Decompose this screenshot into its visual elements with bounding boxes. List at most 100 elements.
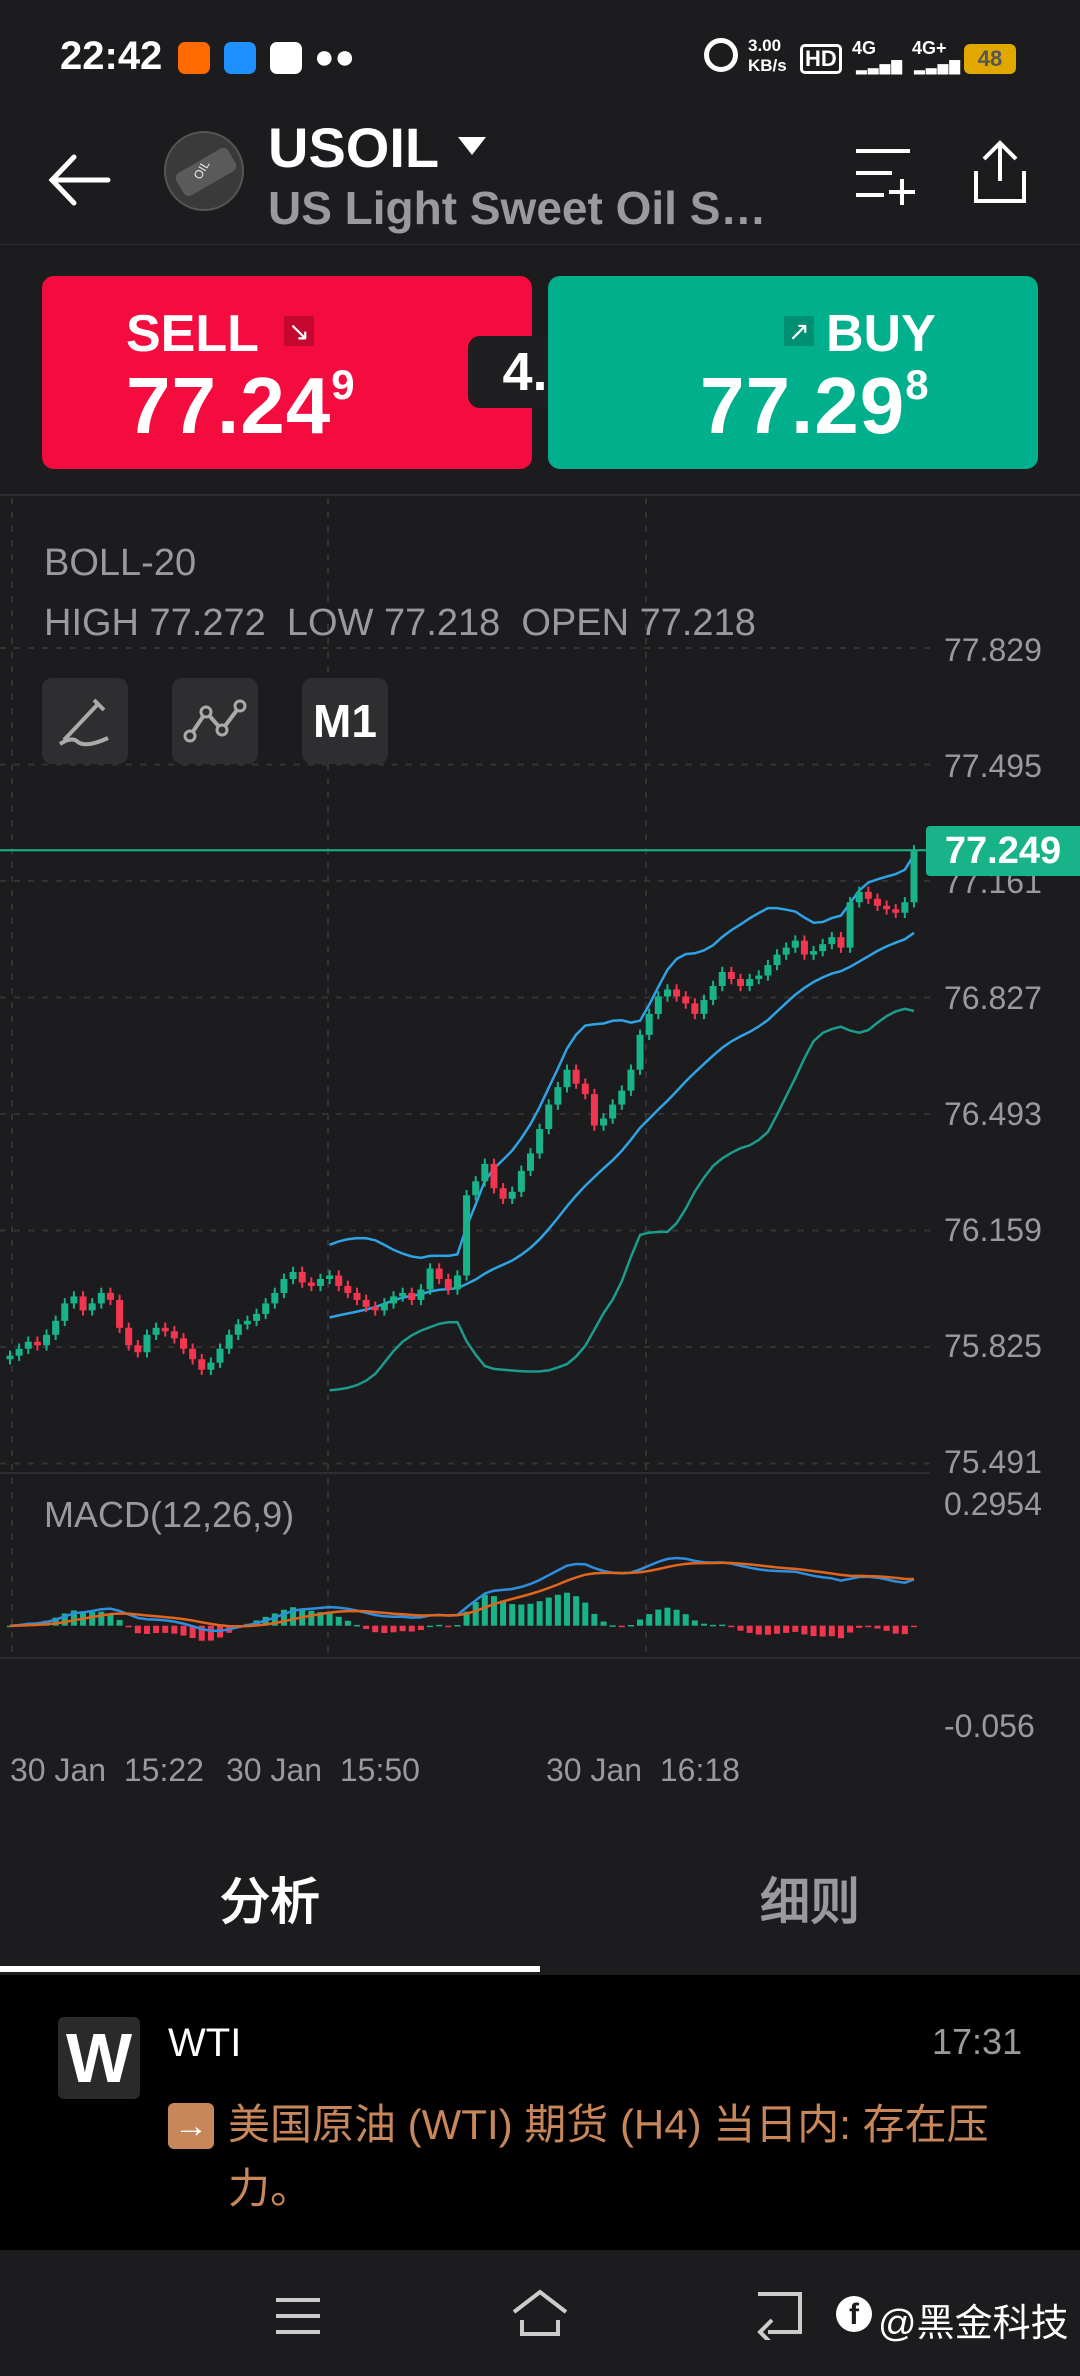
macd-histogram-bar: [390, 1625, 397, 1633]
chart-canvas[interactable]: [0, 498, 1080, 1798]
candle-body: [581, 1083, 589, 1095]
hd-icon: HD: [800, 44, 842, 74]
candle-body: [654, 996, 662, 1014]
tab-rules[interactable]: 细则: [540, 1832, 1080, 1972]
macd-histogram-bar: [134, 1625, 141, 1634]
candle-body: [362, 1299, 370, 1307]
candle-body: [97, 1292, 105, 1304]
news-headline[interactable]: 美国原油 (WTI) 期货 (H4) 当日内: 存在压力。: [228, 2101, 989, 2212]
boll-upper-line: [329, 853, 916, 1260]
macd-histogram-bar: [143, 1625, 150, 1634]
candle-body: [481, 1163, 489, 1182]
macd-histogram-bar: [399, 1625, 406, 1632]
macd-histogram-bar: [847, 1625, 854, 1633]
macd-histogram-bar: [198, 1625, 205, 1641]
candle-body: [663, 989, 671, 997]
system-navigation-bar: f @黑金科技: [0, 2250, 1080, 2376]
candle-body: [179, 1338, 187, 1349]
macd-signal-line: [9, 1561, 915, 1628]
boll-indicator-label[interactable]: BOLL-20: [44, 542, 197, 584]
macd-histogram-bar: [637, 1619, 644, 1626]
macd-histogram-bar: [353, 1624, 360, 1627]
macd-histogram-bar: [454, 1625, 461, 1627]
candle-body: [910, 850, 918, 903]
drawing-tool-button[interactable]: [42, 678, 128, 764]
candle-body: [262, 1303, 270, 1314]
macd-histogram-bar: [116, 1619, 123, 1626]
candle-body: [536, 1128, 544, 1154]
macd-histogram-bar: [618, 1625, 625, 1628]
time-tick: 30 Jan 16:18: [546, 1752, 740, 1788]
tab-rules-label: 细则: [760, 1874, 860, 1930]
buy-price-main: 77.29: [700, 361, 906, 450]
candle-body: [380, 1303, 388, 1311]
candle-body: [243, 1320, 251, 1325]
symbol-title[interactable]: USOIL: [268, 116, 440, 179]
symbol-dropdown-icon[interactable]: [458, 137, 486, 155]
candle-body: [755, 975, 763, 980]
facebook-icon: f: [836, 2296, 872, 2332]
menu-icon[interactable]: [272, 2294, 324, 2338]
candle-body: [70, 1296, 78, 1304]
sell-button[interactable]: SELL ↘ 77.249: [42, 276, 532, 469]
home-icon[interactable]: [508, 2286, 572, 2340]
macd-histogram-bar: [290, 1607, 297, 1626]
macd-histogram-bar: [911, 1625, 917, 1628]
candle-body: [225, 1334, 233, 1349]
candle-body: [700, 999, 708, 1014]
notification-app-icon: [224, 42, 256, 74]
buy-button[interactable]: ↗ BUY 77.298: [548, 276, 1038, 469]
macd-histogram-bar: [107, 1613, 114, 1626]
candle-body: [883, 905, 891, 910]
price-tick: 77.495: [944, 748, 1042, 784]
candle-body: [572, 1069, 580, 1084]
candle-body: [52, 1320, 60, 1335]
candle-body: [864, 891, 872, 899]
current-price-badge: 77.249: [926, 826, 1080, 876]
price-chart[interactable]: BOLL-20 HIGH 77.272 LOW 77.218 OPEN 77.2…: [0, 498, 1080, 1798]
macd-histogram-bar: [372, 1625, 379, 1633]
macd-histogram-bar: [764, 1625, 771, 1635]
macd-histogram-bar: [892, 1625, 899, 1634]
macd-indicator-label[interactable]: MACD(12,26,9): [44, 1494, 295, 1535]
candle-body: [152, 1327, 160, 1335]
tab-analysis[interactable]: 分析: [0, 1832, 540, 1972]
macd-histogram-bar: [89, 1612, 96, 1626]
candle-body: [426, 1268, 434, 1290]
add-to-watchlist-icon[interactable]: [852, 145, 916, 205]
candle-body: [545, 1104, 553, 1129]
candle-body: [335, 1275, 343, 1286]
candle-body: [855, 891, 863, 903]
candle-body: [773, 954, 781, 966]
candle-body: [645, 1013, 653, 1035]
candle-body: [901, 902, 909, 913]
macd-line: [9, 1556, 915, 1632]
alarm-icon: [704, 38, 738, 72]
candle-body: [718, 972, 726, 986]
indicator-button[interactable]: [172, 678, 258, 764]
macd-histogram-bar: [627, 1625, 634, 1627]
macd-histogram-bar: [271, 1613, 278, 1626]
macd-histogram-bar: [746, 1625, 753, 1633]
macd-histogram-bar: [52, 1617, 59, 1626]
share-icon[interactable]: [970, 137, 1030, 207]
notification-app-icon: [270, 42, 302, 74]
news-time: 17:31: [932, 2021, 1023, 2062]
candle-body: [371, 1306, 379, 1311]
macd-tick: -0.056: [944, 1708, 1035, 1744]
back-arrow-icon[interactable]: [44, 145, 114, 215]
net-speed-value: 3.00: [748, 36, 782, 55]
sell-price-main: 77.24: [126, 361, 332, 450]
macd-histogram-bar: [317, 1612, 324, 1626]
up-arrow-icon: ↗: [784, 316, 814, 346]
candle-body: [234, 1324, 242, 1335]
candle-body: [782, 947, 790, 955]
candle-body: [846, 902, 854, 948]
timeframe-button[interactable]: M1: [302, 678, 388, 764]
macd-histogram-bar: [828, 1625, 835, 1637]
back-nav-icon[interactable]: [752, 2288, 808, 2340]
candle-body: [216, 1348, 224, 1363]
macd-histogram-bar: [280, 1609, 287, 1626]
candle-body: [453, 1275, 461, 1290]
news-item[interactable]: W WTI 17:31 → 美国原油 (WTI) 期货 (H4) 当日内: 存在…: [0, 1975, 1080, 2250]
